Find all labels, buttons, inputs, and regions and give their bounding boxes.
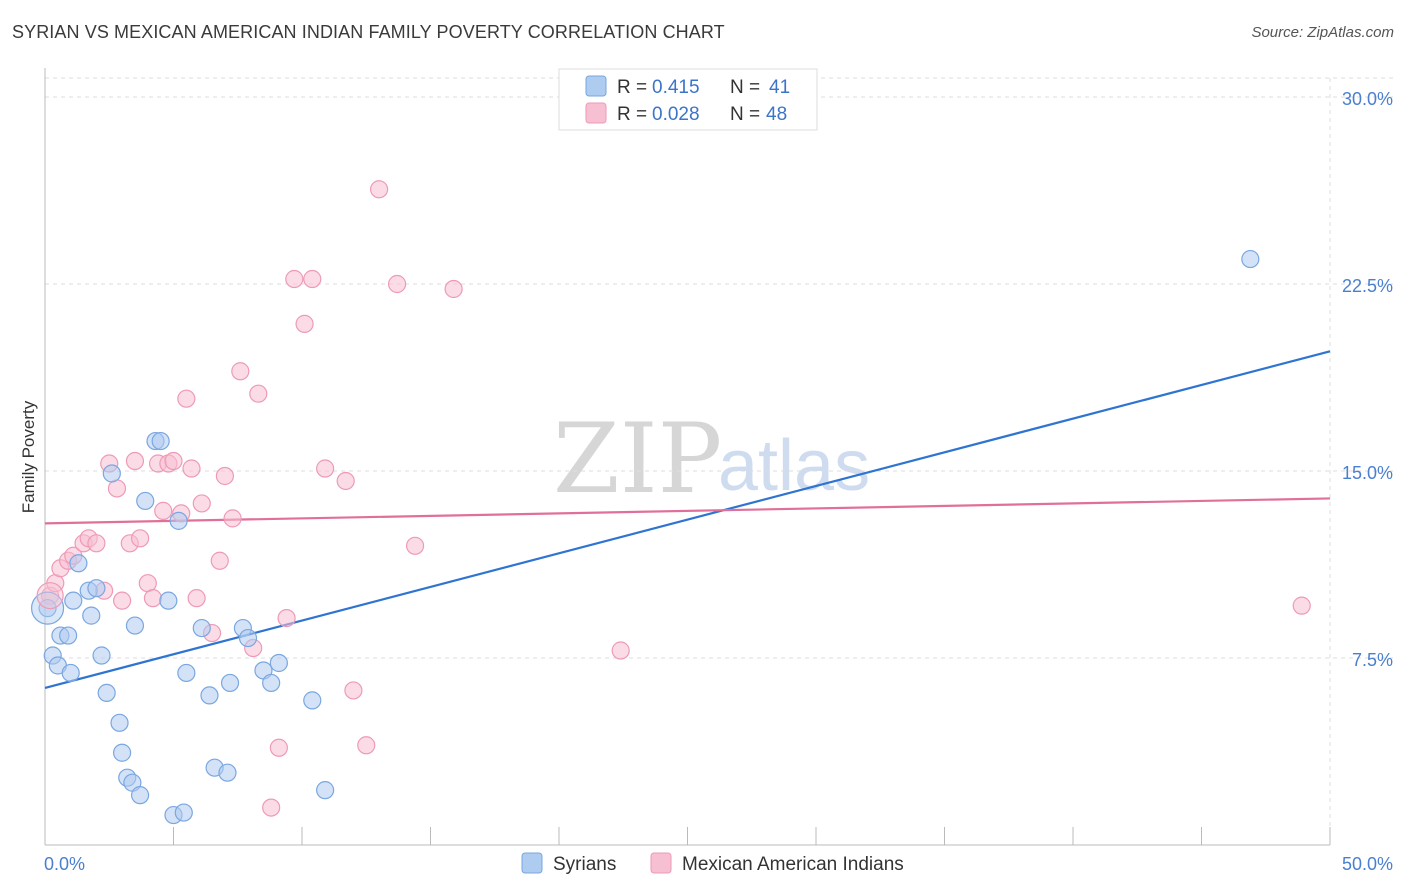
- bottom-legend-swatch-mexican-american-indians: [650, 852, 672, 874]
- legend-swatch-syrians: [585, 75, 607, 97]
- point-mexican-american-indians: [249, 384, 268, 403]
- point-syrians: [82, 606, 101, 625]
- point-syrians: [1241, 249, 1260, 269]
- point-mexican-american-indians: [182, 459, 201, 478]
- point-mexican-american-indians: [192, 494, 211, 513]
- point-syrians: [192, 618, 211, 638]
- point-mexican-american-indians: [262, 798, 281, 817]
- y-tick-label: 7.5%: [1352, 650, 1393, 670]
- legend-r-label-0: R =: [617, 77, 647, 98]
- point-syrians: [262, 673, 281, 693]
- bottom-legend-label-mexican-american-indians: Mexican American Indians: [682, 854, 904, 875]
- legend-n-label-0: N =: [730, 77, 760, 98]
- x-tick-label-max: 50.0%: [1342, 854, 1393, 874]
- point-syrians: [59, 626, 78, 645]
- point-mexican-american-indians: [130, 529, 150, 548]
- point-mexican-american-indians: [1292, 596, 1311, 615]
- legend-r-value-0: 0.415: [652, 77, 700, 98]
- point-syrians: [125, 616, 145, 635]
- point-mexican-american-indians: [177, 389, 196, 408]
- point-syrians: [64, 591, 83, 610]
- trend-line-mexican-american-indians: [44, 497, 1331, 525]
- point-mexican-american-indians-large: [36, 582, 64, 610]
- chart-title: SYRIAN VS MEXICAN AMERICAN INDIAN FAMILY…: [12, 22, 725, 42]
- legend-r-label-1: R =: [617, 104, 647, 125]
- point-syrians: [61, 663, 80, 683]
- point-syrians: [218, 763, 237, 782]
- point-syrians: [269, 653, 288, 673]
- point-syrians: [102, 464, 121, 483]
- point-syrians: [69, 554, 88, 573]
- point-syrians: [303, 691, 322, 710]
- point-syrians: [110, 713, 129, 732]
- legend-box: R = 0.415 N = 41 R = 0.028 N = 48: [558, 68, 818, 131]
- point-syrians: [87, 579, 106, 598]
- watermark-atlas: atlas: [718, 426, 870, 506]
- point-mexican-american-indians: [143, 589, 163, 608]
- point-mexican-american-indians: [164, 451, 183, 471]
- watermark-zip: ZIP: [553, 403, 722, 515]
- tick-labels: 7.5% 15.0% 22.5% 30.0% 0.0% 50.0%: [44, 89, 1393, 874]
- point-mexican-american-indians: [344, 681, 363, 700]
- point-syrians: [200, 686, 219, 705]
- point-syrians: [220, 673, 240, 693]
- point-mexican-american-indians: [210, 551, 229, 570]
- point-syrians: [136, 491, 155, 511]
- x-tick-label-min: 0.0%: [44, 854, 85, 874]
- point-syrians: [130, 786, 150, 805]
- point-mexican-american-indians: [112, 591, 132, 610]
- point-mexican-american-indians: [405, 536, 425, 555]
- point-mexican-american-indians: [187, 589, 206, 608]
- point-mexican-american-indians: [444, 279, 463, 299]
- point-mexican-american-indians: [295, 314, 314, 333]
- point-mexican-american-indians: [370, 180, 389, 199]
- point-syrians: [92, 646, 111, 665]
- point-mexican-american-indians: [87, 534, 106, 553]
- bottom-legend: Syrians Mexican American Indians: [521, 852, 904, 875]
- point-mexican-american-indians: [215, 466, 234, 486]
- point-syrians: [174, 803, 193, 822]
- point-mexican-american-indians: [387, 274, 407, 294]
- point-syrians: [151, 431, 170, 451]
- trend-lines: [44, 350, 1331, 689]
- legend-n-value-1: 48: [766, 104, 787, 125]
- legend-n-label-1: N =: [730, 104, 760, 125]
- y-tick-label: 30.0%: [1342, 89, 1393, 109]
- trend-line-syrians: [44, 350, 1331, 689]
- y-tick-label: 22.5%: [1342, 276, 1393, 296]
- y-tick-label: 15.0%: [1342, 463, 1393, 483]
- point-syrians: [112, 743, 132, 762]
- point-syrians: [238, 628, 258, 648]
- point-mexican-american-indians: [316, 459, 335, 478]
- point-mexican-american-indians: [231, 362, 250, 381]
- point-syrians: [159, 591, 178, 610]
- point-mexican-american-indians: [125, 451, 145, 471]
- point-mexican-american-indians: [154, 501, 173, 520]
- point-mexican-american-indians: [223, 509, 242, 528]
- legend-r-value-1: 0.028: [652, 104, 700, 125]
- point-mexican-american-indians: [357, 736, 376, 755]
- point-mexican-american-indians: [336, 471, 355, 491]
- point-mexican-american-indians: [611, 641, 630, 660]
- point-mexican-american-indians: [269, 738, 288, 757]
- data-points: [30, 180, 1311, 825]
- bottom-legend-swatch-syrians: [521, 852, 543, 874]
- point-syrians: [177, 663, 196, 683]
- legend-n-value-0: 41: [769, 77, 790, 98]
- y-axis-label: Family Poverty: [19, 400, 38, 513]
- bottom-legend-label-syrians: Syrians: [553, 854, 616, 875]
- point-syrians: [169, 511, 188, 530]
- axes: [44, 68, 1331, 846]
- point-mexican-american-indians: [277, 609, 296, 628]
- source-credit: Source: ZipAtlas.com: [1251, 24, 1394, 41]
- legend-swatch-mexican-american-indians: [585, 102, 607, 124]
- point-mexican-american-indians: [285, 269, 304, 289]
- point-syrians: [97, 683, 116, 703]
- point-mexican-american-indians: [303, 269, 322, 289]
- point-syrians: [316, 781, 335, 800]
